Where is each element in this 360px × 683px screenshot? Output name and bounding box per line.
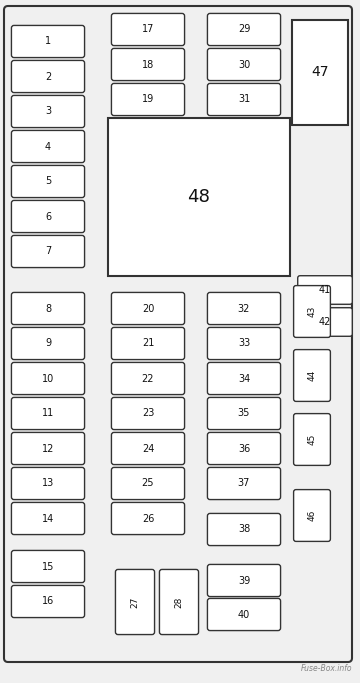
Text: 41: 41 [319,285,331,295]
FancyBboxPatch shape [12,60,85,93]
FancyBboxPatch shape [207,564,280,596]
FancyBboxPatch shape [112,503,185,535]
Text: 9: 9 [45,339,51,348]
FancyBboxPatch shape [112,467,185,499]
Bar [108,118,290,276]
FancyBboxPatch shape [112,83,185,115]
Text: 17: 17 [142,25,154,35]
FancyBboxPatch shape [12,363,85,395]
FancyBboxPatch shape [294,490,330,542]
Text: 34: 34 [238,374,250,383]
FancyBboxPatch shape [112,398,185,430]
FancyBboxPatch shape [207,598,280,630]
Text: 22: 22 [142,374,154,383]
Text: 33: 33 [238,339,250,348]
FancyBboxPatch shape [207,48,280,81]
FancyBboxPatch shape [159,570,199,635]
FancyBboxPatch shape [12,503,85,535]
Text: 39: 39 [238,576,250,585]
Text: 47: 47 [311,66,329,79]
FancyBboxPatch shape [12,165,85,197]
FancyBboxPatch shape [207,327,280,359]
Text: 20: 20 [142,303,154,313]
FancyBboxPatch shape [4,6,352,662]
FancyBboxPatch shape [12,467,85,499]
FancyBboxPatch shape [12,292,85,324]
FancyBboxPatch shape [12,96,85,128]
FancyBboxPatch shape [12,236,85,268]
FancyBboxPatch shape [12,130,85,163]
Text: 23: 23 [142,408,154,419]
FancyBboxPatch shape [12,200,85,233]
Text: 31: 31 [238,94,250,104]
FancyBboxPatch shape [12,550,85,583]
Text: 37: 37 [238,479,250,488]
FancyBboxPatch shape [112,48,185,81]
FancyBboxPatch shape [207,292,280,324]
FancyBboxPatch shape [207,467,280,499]
Text: 4: 4 [45,141,51,152]
FancyBboxPatch shape [298,308,352,336]
Text: 43: 43 [307,306,316,317]
FancyBboxPatch shape [12,327,85,359]
FancyBboxPatch shape [294,414,330,465]
Text: 12: 12 [42,443,54,454]
Text: 8: 8 [45,303,51,313]
Bar [292,20,348,125]
Text: 3: 3 [45,107,51,117]
Text: 25: 25 [142,479,154,488]
Text: 27: 27 [130,596,140,608]
FancyBboxPatch shape [12,432,85,464]
FancyBboxPatch shape [112,432,185,464]
Text: 21: 21 [142,339,154,348]
FancyBboxPatch shape [298,276,352,305]
FancyBboxPatch shape [116,570,154,635]
FancyBboxPatch shape [112,292,185,324]
FancyBboxPatch shape [207,363,280,395]
Text: 45: 45 [307,434,316,445]
FancyBboxPatch shape [12,398,85,430]
FancyBboxPatch shape [207,398,280,430]
Text: 38: 38 [238,525,250,535]
Text: 29: 29 [238,25,250,35]
FancyBboxPatch shape [294,350,330,402]
Text: Fuse-Box.info: Fuse-Box.info [301,664,352,673]
Text: 15: 15 [42,561,54,572]
Text: 5: 5 [45,176,51,186]
Text: 32: 32 [238,303,250,313]
Text: 19: 19 [142,94,154,104]
FancyBboxPatch shape [294,285,330,337]
FancyBboxPatch shape [207,14,280,46]
FancyBboxPatch shape [112,363,185,395]
Text: 28: 28 [175,596,184,608]
FancyBboxPatch shape [12,25,85,57]
Text: 26: 26 [142,514,154,523]
Text: 13: 13 [42,479,54,488]
FancyBboxPatch shape [207,432,280,464]
Text: 16: 16 [42,596,54,607]
Text: 10: 10 [42,374,54,383]
Text: 36: 36 [238,443,250,454]
Text: 40: 40 [238,609,250,619]
Text: 6: 6 [45,212,51,221]
FancyBboxPatch shape [207,83,280,115]
Text: 18: 18 [142,59,154,70]
Text: 46: 46 [307,510,316,521]
FancyBboxPatch shape [112,14,185,46]
FancyBboxPatch shape [207,514,280,546]
Text: 1: 1 [45,36,51,46]
Text: 24: 24 [142,443,154,454]
Text: 14: 14 [42,514,54,523]
Text: 48: 48 [188,188,211,206]
Text: 2: 2 [45,72,51,81]
Text: 35: 35 [238,408,250,419]
Text: 44: 44 [307,370,316,381]
FancyBboxPatch shape [12,585,85,617]
Text: 30: 30 [238,59,250,70]
FancyBboxPatch shape [112,327,185,359]
Text: 7: 7 [45,247,51,257]
Text: 11: 11 [42,408,54,419]
Text: 42: 42 [319,317,331,327]
